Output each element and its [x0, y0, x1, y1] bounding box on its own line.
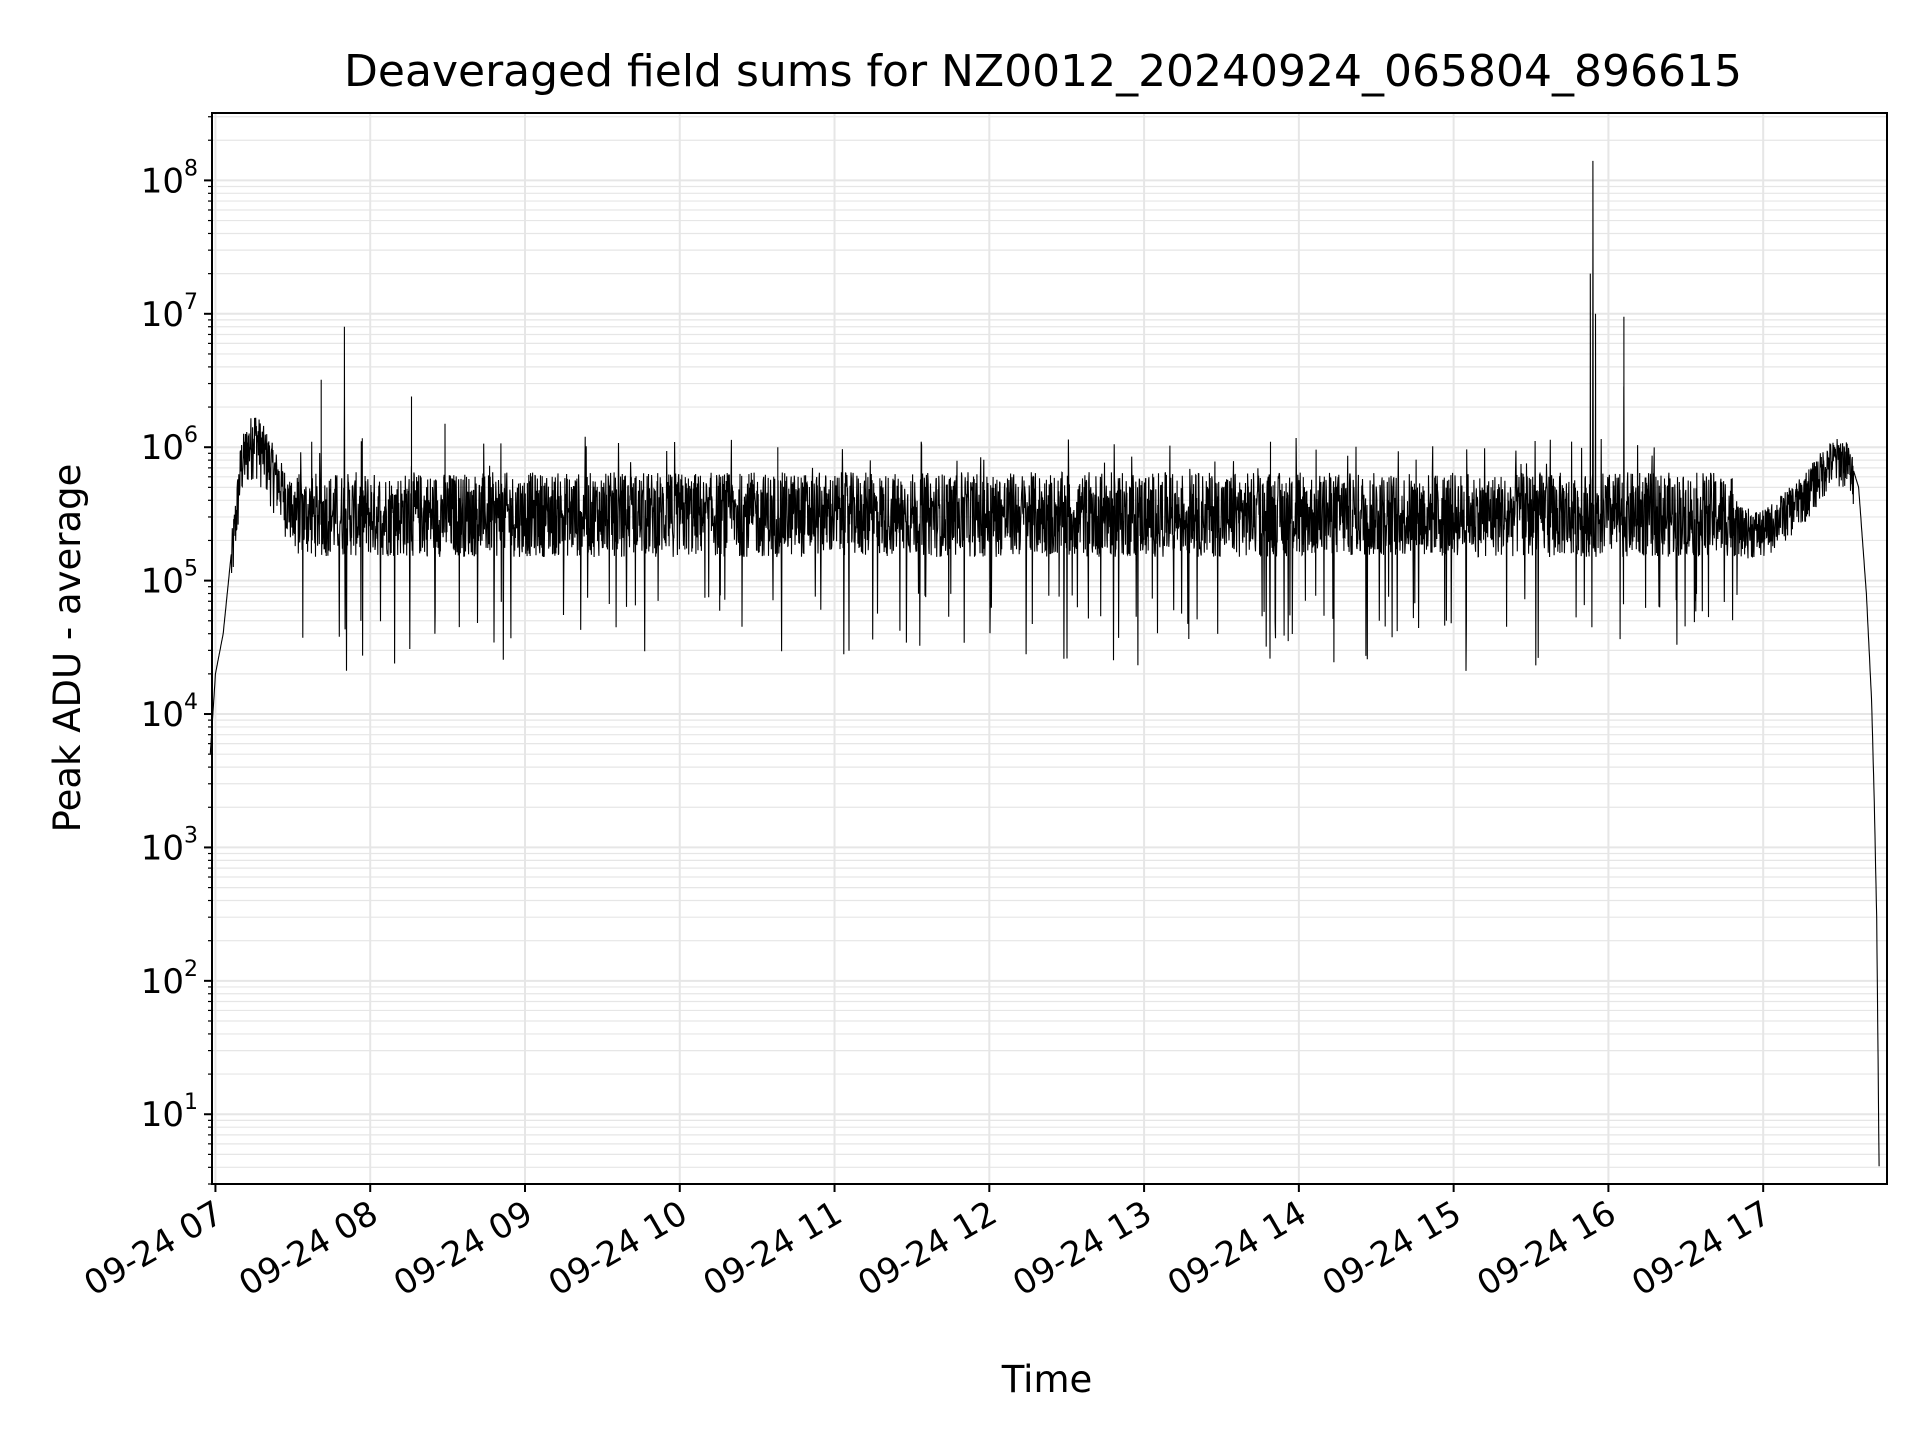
- y-tick-label: 107: [141, 290, 198, 335]
- plot-frame: [211, 112, 1888, 1185]
- y-tick-label: 106: [141, 423, 198, 468]
- series-path: [209, 160, 1880, 1167]
- chart-title: Deaveraged field sums for NZ0012_2024092…: [344, 46, 1742, 97]
- y-tick-label: 108: [141, 156, 198, 201]
- series-line: [209, 160, 1880, 1167]
- y-tick-label: 104: [141, 690, 198, 735]
- y-tick-label: 101: [141, 1090, 198, 1135]
- y-tick-label: 103: [141, 823, 198, 868]
- y-tick-label: 102: [141, 957, 198, 1002]
- y-tick-label: 105: [141, 557, 198, 602]
- x-axis-label: Time: [1001, 1358, 1093, 1401]
- y-tick-labels: 101 102 103 104 105 106 107 108: [141, 156, 198, 1135]
- y-axis-label: Peak ADU - average: [46, 464, 89, 833]
